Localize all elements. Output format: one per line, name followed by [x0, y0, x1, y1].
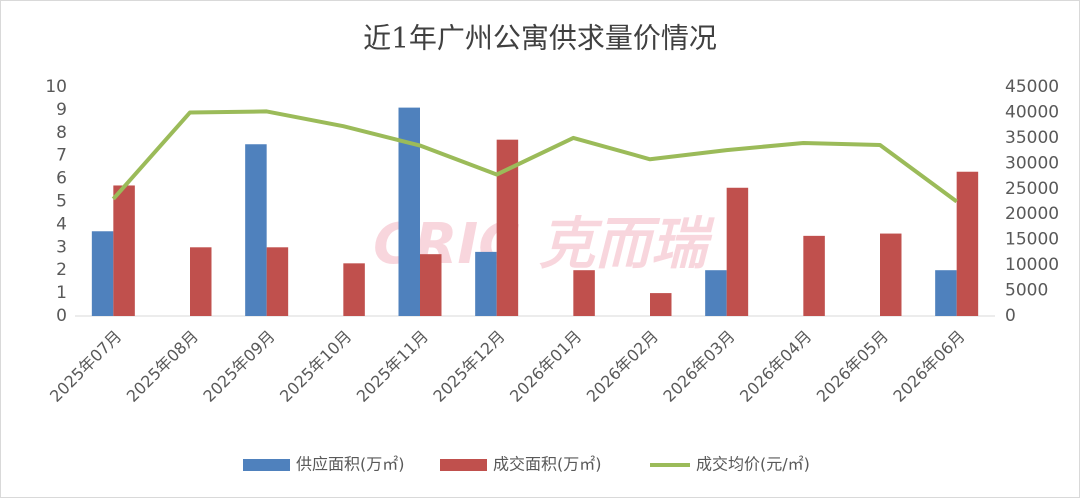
y2-tick-label: 35000 [1005, 128, 1059, 148]
bar [880, 233, 902, 316]
y2-tick-label: 45000 [1005, 77, 1059, 97]
y2-tick-label: 25000 [1005, 179, 1059, 199]
bar [573, 270, 595, 316]
legend-label: 成交均价(元/㎡) [696, 455, 810, 474]
bar [726, 187, 749, 316]
y2-tick-label: 30000 [1005, 153, 1059, 173]
y2-tick-label: 0 [1005, 306, 1016, 326]
legend-label: 供应面积(万㎡) [296, 455, 405, 474]
bar [496, 139, 519, 316]
y2-tick-label: 10000 [1005, 255, 1059, 275]
chart-title: 近1年广州公寓供求量价情况 [363, 22, 717, 55]
line [111, 109, 958, 204]
y-tick-label: 9 [56, 100, 67, 120]
y2-tick-label: 5000 [1005, 281, 1048, 301]
y2-tick-label: 20000 [1005, 204, 1059, 224]
bar [398, 107, 420, 316]
y-tick-label: 2 [56, 260, 67, 280]
bar [343, 263, 365, 316]
y2-tick-label: 15000 [1005, 230, 1059, 250]
y-tick-label: 6 [56, 169, 67, 189]
bar [113, 185, 135, 316]
legend-label: 成交面积(万㎡) [493, 455, 602, 474]
bar [475, 251, 497, 316]
bar [245, 144, 267, 316]
bar [956, 171, 979, 316]
bar [190, 247, 212, 316]
y-tick-label: 3 [56, 237, 67, 257]
bar [803, 235, 825, 316]
bar [705, 270, 727, 316]
y-tick-label: 7 [56, 146, 67, 166]
y2-tick-label: 40000 [1005, 102, 1059, 122]
y-tick-label: 8 [56, 123, 67, 143]
bar [650, 293, 672, 316]
legend-swatch [440, 459, 487, 471]
legend-swatch [243, 459, 290, 471]
y-tick-label: 5 [56, 192, 67, 212]
y-tick-label: 0 [56, 306, 67, 326]
bar [266, 247, 289, 316]
y-tick-label: 1 [56, 283, 67, 303]
bar [420, 254, 442, 316]
bar [935, 270, 957, 316]
bar [91, 231, 114, 316]
y-tick-label: 4 [56, 214, 67, 234]
y-tick-label: 10 [45, 77, 67, 97]
